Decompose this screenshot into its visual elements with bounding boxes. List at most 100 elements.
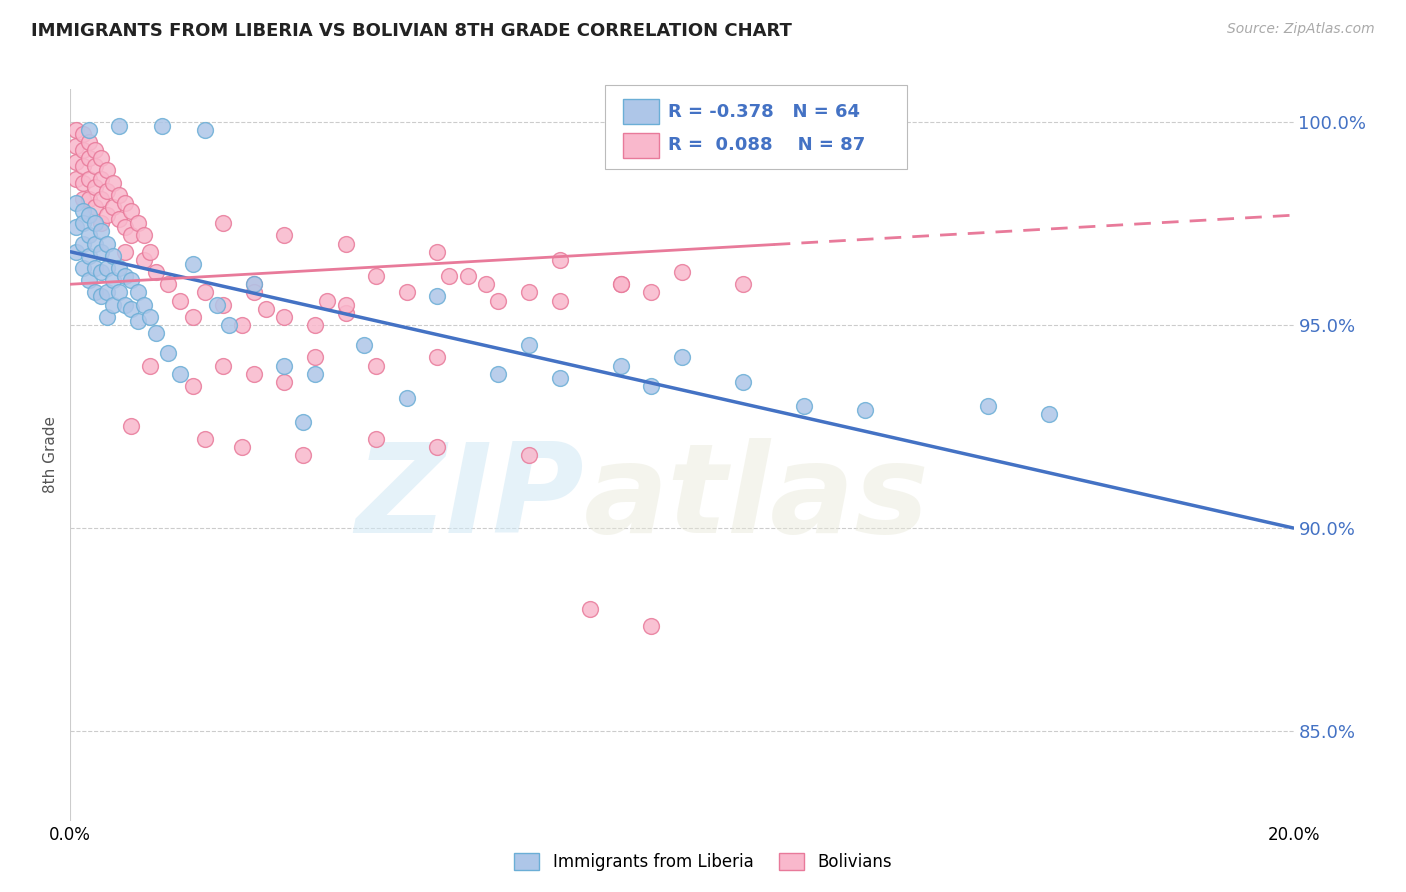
Point: [793, 399, 815, 413]
Text: IMMIGRANTS FROM LIBERIA VS BOLIVIAN 8TH GRADE CORRELATION CHART: IMMIGRANTS FROM LIBERIA VS BOLIVIAN 8TH …: [31, 22, 792, 40]
Point: [90, 244, 112, 259]
Point: [77, 249, 100, 263]
Point: [254, 301, 277, 316]
Point: [640, 379, 662, 393]
Point: [353, 338, 375, 352]
Point: [121, 419, 143, 434]
Point: [108, 260, 131, 275]
Point: [96, 208, 118, 222]
Point: [77, 151, 100, 165]
Point: [273, 375, 295, 389]
Point: [181, 379, 204, 393]
Point: [335, 236, 357, 251]
Point: [426, 244, 449, 259]
Point: [72, 204, 94, 219]
Point: [83, 143, 105, 157]
Point: [77, 208, 100, 222]
Point: [127, 216, 149, 230]
Point: [90, 224, 112, 238]
Y-axis label: 8th Grade: 8th Grade: [44, 417, 59, 493]
Point: [145, 265, 167, 279]
Text: R = -0.378   N = 64: R = -0.378 N = 64: [668, 103, 860, 120]
Point: [77, 135, 100, 149]
Point: [205, 297, 228, 311]
Point: [169, 367, 191, 381]
Point: [439, 269, 461, 284]
Point: [366, 432, 388, 446]
Point: [96, 310, 118, 324]
Point: [72, 143, 94, 157]
Point: [114, 220, 136, 235]
Point: [457, 269, 479, 284]
Point: [127, 285, 149, 300]
Point: [139, 310, 162, 324]
Point: [114, 244, 136, 259]
Point: [121, 204, 143, 219]
Point: [1038, 407, 1060, 421]
Text: Source: ZipAtlas.com: Source: ZipAtlas.com: [1227, 22, 1375, 37]
Point: [273, 310, 295, 324]
Point: [145, 326, 167, 340]
Point: [218, 318, 240, 332]
Point: [72, 216, 94, 230]
Point: [194, 432, 217, 446]
Point: [194, 285, 217, 300]
Point: [77, 273, 100, 287]
Point: [96, 236, 118, 251]
Point: [121, 228, 143, 243]
Point: [72, 192, 94, 206]
Point: [77, 171, 100, 186]
Point: [488, 293, 510, 308]
Point: [96, 260, 118, 275]
Point: [83, 260, 105, 275]
Point: [194, 123, 217, 137]
Point: [212, 297, 235, 311]
Point: [231, 318, 253, 332]
Point: [72, 260, 94, 275]
Point: [517, 285, 540, 300]
Point: [517, 448, 540, 462]
Point: [121, 273, 143, 287]
Point: [488, 367, 510, 381]
Point: [83, 236, 105, 251]
Point: [640, 618, 662, 632]
Point: [671, 265, 693, 279]
Point: [101, 200, 124, 214]
Point: [127, 314, 149, 328]
Point: [548, 370, 571, 384]
Point: [90, 265, 112, 279]
Point: [114, 297, 136, 311]
Text: atlas: atlas: [583, 438, 929, 559]
Point: [150, 119, 173, 133]
Point: [83, 216, 105, 230]
Point: [395, 285, 418, 300]
Point: [243, 285, 266, 300]
Point: [90, 192, 112, 206]
Point: [65, 171, 87, 186]
Point: [96, 184, 118, 198]
Point: [65, 155, 87, 169]
Point: [101, 273, 124, 287]
Point: [132, 297, 155, 311]
Point: [610, 277, 633, 292]
Point: [366, 269, 388, 284]
Point: [273, 228, 295, 243]
Point: [855, 403, 877, 417]
Point: [304, 351, 326, 365]
Point: [243, 367, 266, 381]
Point: [108, 212, 131, 227]
Point: [77, 228, 100, 243]
Point: [273, 359, 295, 373]
Point: [83, 200, 105, 214]
Point: [579, 602, 602, 616]
Point: [671, 351, 693, 365]
Point: [548, 293, 571, 308]
Point: [83, 285, 105, 300]
Point: [610, 277, 633, 292]
Point: [291, 448, 314, 462]
Point: [83, 179, 105, 194]
Point: [96, 163, 118, 178]
Point: [304, 318, 326, 332]
Point: [96, 285, 118, 300]
Point: [72, 236, 94, 251]
